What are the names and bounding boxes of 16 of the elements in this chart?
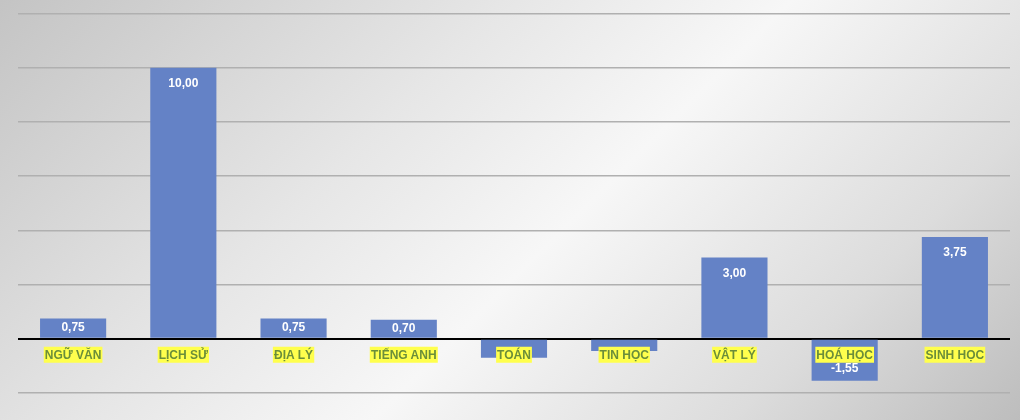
x-tick-label: SINH HỌC [925,348,985,363]
x-tick-label: VẬT LÝ [713,347,756,363]
x-tick-label: TOÁN [497,347,531,363]
data-label: -1,55 [830,361,859,376]
x-tick-label: LỊCH SỬ [158,347,209,363]
data-label: 0,75 [281,320,306,335]
x-tick-label: HOÁ HỌC [816,347,874,363]
x-tick-label: NGỮ VĂN [44,347,102,363]
data-label: 3,00 [722,265,747,280]
data-label: 10,00 [168,76,199,91]
data-label: 3,75 [943,245,967,260]
x-tick-label: ĐỊA LÝ [274,347,313,363]
data-label: 0,70 [392,321,416,336]
x-tick-label: TIN HỌC [599,348,650,363]
data-label: 0,75 [61,320,86,335]
x-tick-label: TIẾNG ANH [371,347,437,363]
